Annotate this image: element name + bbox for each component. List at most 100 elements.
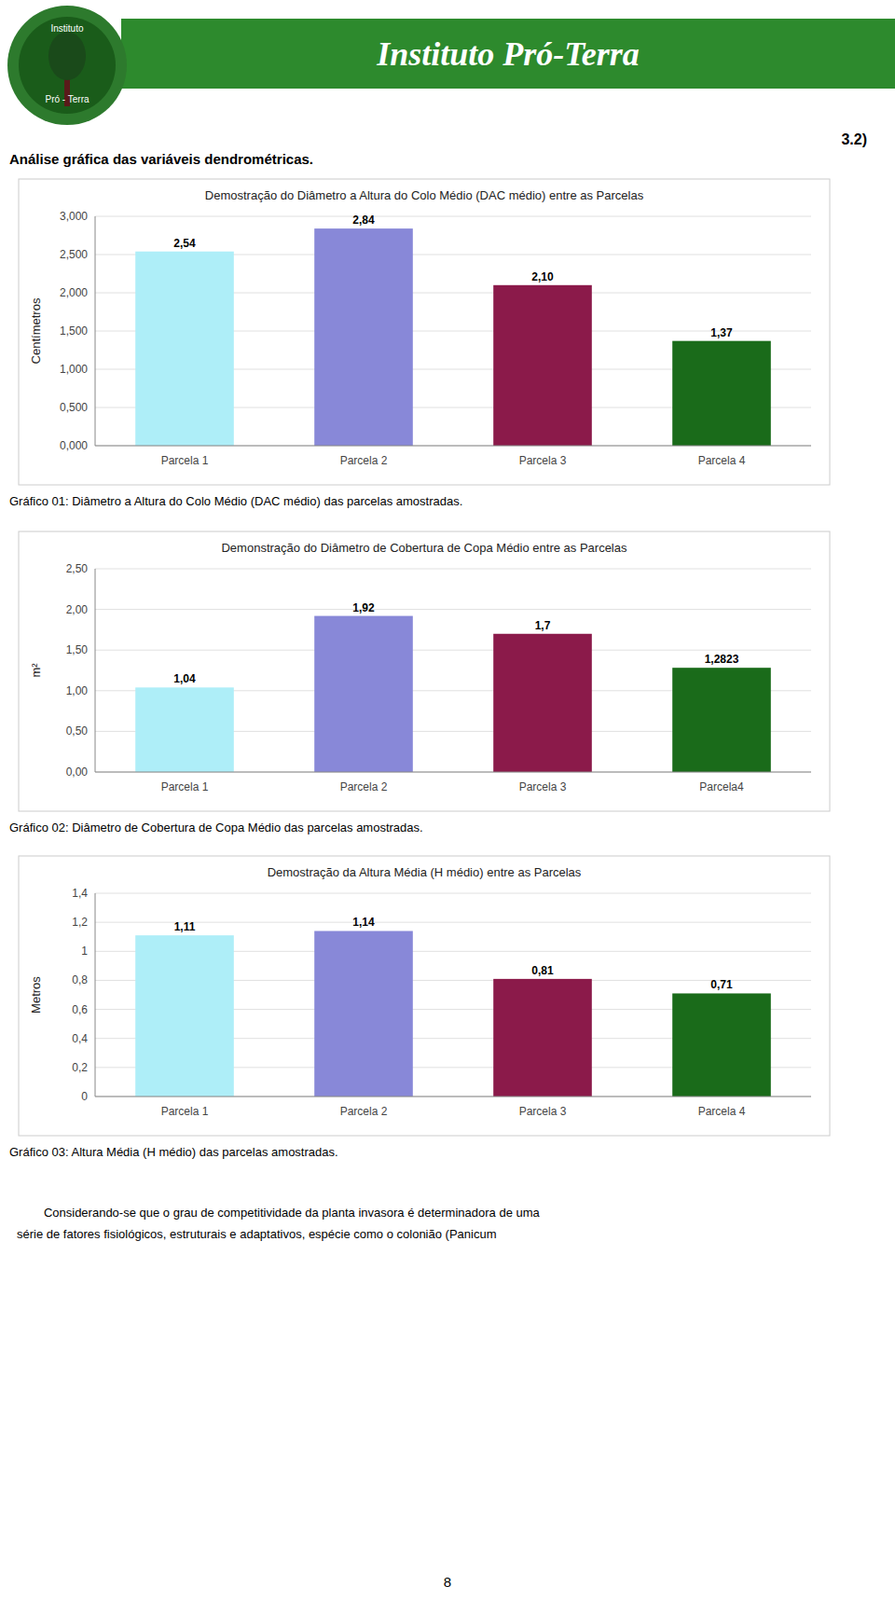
data-label: 1,2823	[704, 652, 740, 666]
x-tick-label: Parcela 3	[519, 454, 567, 468]
chart-title: Demostração do Diâmetro a Altura do Colo…	[205, 188, 645, 203]
logo-disc	[18, 16, 116, 114]
bar	[493, 633, 593, 772]
y-tick-label: 2,500	[59, 247, 88, 262]
logo-canopy	[48, 31, 86, 81]
chart: Demonstração do Diâmetro de Cobertura de…	[18, 531, 830, 812]
grid-line	[95, 649, 812, 651]
y-tick-label: 0,6	[71, 1003, 88, 1017]
x-axis-line	[95, 1096, 812, 1098]
bar	[314, 930, 414, 1097]
y-axis-label: m²	[28, 662, 43, 678]
y-tick-label: 1	[81, 944, 88, 958]
logo-text: Pró - Terra	[44, 94, 89, 105]
y-tick-label: 0,4	[71, 1032, 88, 1046]
x-tick-label: Parcela 3	[519, 1104, 567, 1118]
y-tick-label: 2,000	[59, 286, 88, 300]
grid-line	[95, 771, 812, 773]
data-label: 0,71	[710, 977, 733, 992]
footer-text: Considerando-se que o grau de competitiv…	[16, 1205, 541, 1220]
bar	[493, 285, 593, 446]
bar	[493, 978, 593, 1097]
y-tick-label: 2,00	[66, 603, 89, 617]
y-axis-label: Metros	[28, 976, 43, 1014]
y-tick-label: 1,2	[71, 915, 88, 929]
x-axis-line	[95, 445, 812, 447]
y-tick-label: 3,000	[59, 209, 88, 223]
x-tick-label: Parcela 2	[340, 454, 388, 468]
header-bar	[121, 18, 895, 89]
grid-line	[95, 1096, 812, 1098]
data-label: 1,14	[352, 915, 375, 929]
data-label: 1,11	[174, 920, 196, 934]
page-label: 3.2)	[840, 131, 868, 148]
caption: Gráfico 02: Diâmetro de Cobertura de Cop…	[9, 820, 424, 835]
y-tick-label: 2,50	[66, 562, 89, 576]
labels: 2,54 2,84 2,10 1,37	[173, 213, 733, 340]
x-tick-label: Parcela 4	[698, 454, 746, 468]
header-text: Instituto Pró-Terra	[375, 35, 640, 73]
data-label: 2,10	[531, 270, 554, 284]
bars	[135, 616, 772, 772]
y-tick-label: 1,000	[59, 362, 88, 376]
labels: 1,04 1,92 1,7 1,2823	[173, 601, 739, 687]
y-tick-label: 1,00	[66, 684, 89, 698]
logo: Instituto Pró - Terra	[7, 5, 127, 125]
bar	[314, 616, 414, 772]
x-tick-label: Parcela 1	[161, 454, 209, 468]
y-tick-label: 1,4	[71, 886, 88, 900]
data-label: 1,92	[352, 601, 375, 615]
caption: Gráfico 03: Altura Média (H médio) das p…	[9, 1144, 339, 1159]
x-tick-label: Parcela 1	[161, 1104, 209, 1118]
footer-text: série de fatores fisiológicos, estrutura…	[16, 1226, 497, 1241]
bar	[672, 667, 772, 772]
grid-line	[95, 216, 812, 218]
chart-frame	[18, 855, 830, 1136]
chart-frame	[18, 179, 830, 485]
y-tick-label: 0,000	[59, 439, 88, 453]
bars	[135, 228, 772, 446]
x-tick-label: Parcela4	[699, 780, 744, 794]
caption: Gráfico 01: Diâmetro a Altura do Colo Mé…	[9, 494, 463, 509]
x-tick-label: Parcela 3	[519, 780, 567, 794]
y-axis-line	[95, 568, 97, 772]
x-tick-label: Parcela 4	[698, 1104, 746, 1118]
section-title: Análise gráfica das variáveis dendrométr…	[9, 151, 314, 167]
bar	[135, 687, 235, 772]
bar	[672, 341, 772, 446]
y-tick-label: 1,500	[59, 324, 88, 338]
bar	[672, 992, 772, 1097]
data-label: 1,7	[535, 619, 551, 633]
y-axis-label: Centímetros	[28, 297, 43, 364]
bar	[135, 935, 235, 1097]
data-label: 2,54	[173, 236, 196, 250]
x-tick-label: Parcela 1	[161, 780, 209, 794]
bar	[135, 251, 235, 446]
grid-line	[95, 893, 812, 895]
chart-title: Demonstração do Diâmetro de Cobertura de…	[220, 540, 628, 555]
chart: Demostração do Diâmetro a Altura do Colo…	[18, 179, 830, 485]
data-label: 0,81	[531, 963, 554, 978]
page-number: 8	[443, 1573, 452, 1590]
data-label: 1,37	[710, 326, 733, 340]
x-tick-label: Parcela 2	[340, 1104, 388, 1118]
y-tick-label: 0,2	[71, 1060, 88, 1074]
chart-title: Demostração da Altura Média (H médio) en…	[267, 865, 582, 880]
y-tick-label: 0,00	[66, 765, 89, 779]
labels: 1,11 1,14 0,81 0,71	[174, 915, 733, 992]
logo-text: Instituto	[50, 23, 83, 34]
y-axis-line	[95, 216, 97, 446]
chart: Demostração da Altura Média (H médio) en…	[18, 855, 830, 1136]
grid-line	[95, 445, 812, 447]
grid-line	[95, 922, 812, 923]
data-label: 1,04	[173, 672, 196, 686]
logo-ring	[7, 5, 127, 125]
bars	[135, 930, 772, 1097]
y-tick-label: 0,50	[66, 724, 89, 738]
chart-frame	[18, 531, 830, 812]
y-tick-label: 1,50	[66, 643, 89, 657]
data-label: 2,84	[352, 213, 375, 227]
y-tick-label: 0,500	[59, 400, 88, 414]
grid-line	[95, 608, 812, 610]
x-tick-label: Parcela 2	[340, 780, 388, 794]
